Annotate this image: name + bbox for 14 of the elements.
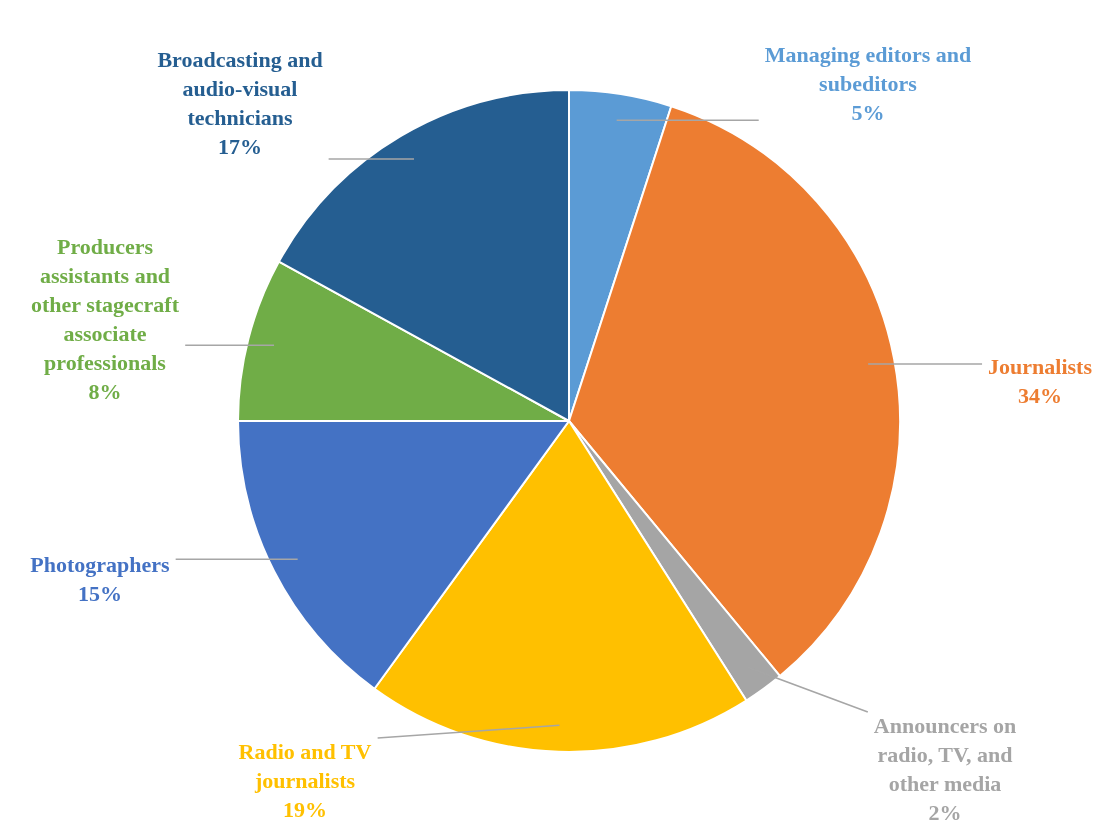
data-label: 2% xyxy=(928,799,962,825)
slice-label: Broadcasting and audio-visual technicians xyxy=(157,46,323,130)
data-label: 15% xyxy=(78,580,122,606)
slice-label: Managing editors and subeditors xyxy=(764,41,972,96)
slice-label: Journalists xyxy=(988,353,1093,379)
slice-label: Announcers on radio, TV, and other media xyxy=(873,712,1017,796)
data-label: 8% xyxy=(88,378,122,404)
slice-label: Producers assistants and other stagecraft associate professionals xyxy=(30,233,180,375)
slice-label: Radio and TV journalists xyxy=(238,738,372,793)
slice-label: Photographers xyxy=(30,551,171,577)
data-label: 5% xyxy=(851,99,885,125)
data-label: 17% xyxy=(218,133,262,159)
data-label: 34% xyxy=(1018,382,1062,408)
data-label: 19% xyxy=(283,796,327,822)
